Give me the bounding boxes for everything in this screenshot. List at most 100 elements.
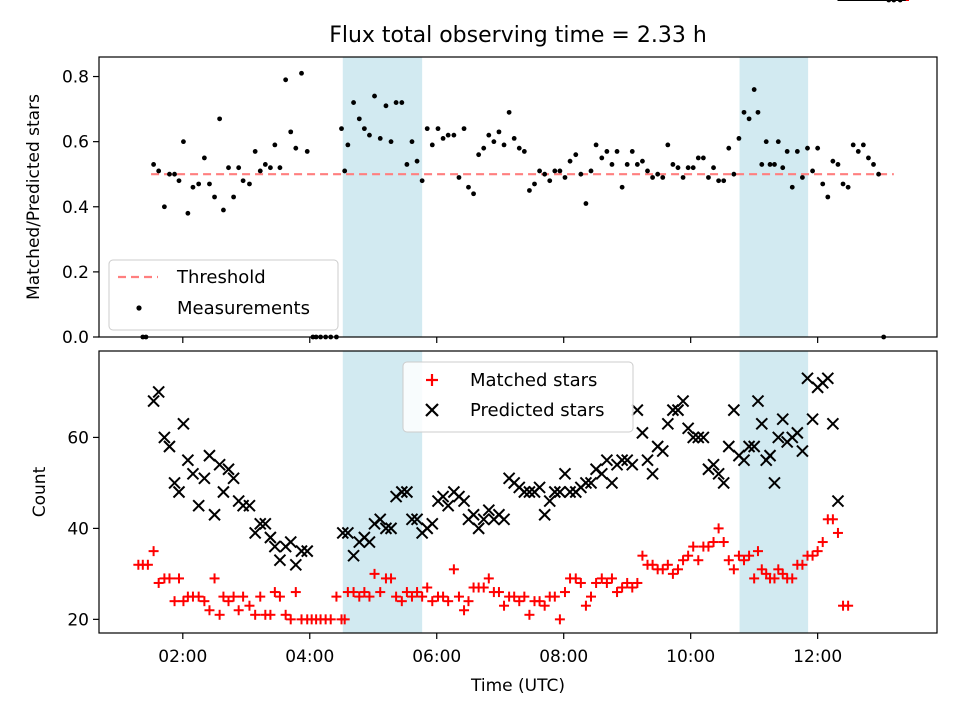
data-point	[769, 573, 780, 584]
data-point	[176, 178, 182, 184]
data-point	[339, 126, 344, 132]
data-point	[293, 145, 299, 151]
data-point	[383, 103, 389, 109]
data-point	[250, 609, 261, 620]
ratio-legend-box	[108, 259, 339, 331]
data-point	[665, 142, 671, 148]
data-point	[617, 582, 628, 593]
data-point	[521, 149, 527, 154]
data-point	[269, 587, 280, 598]
data-point	[268, 540, 282, 553]
data-point	[640, 158, 645, 164]
data-point	[486, 132, 492, 138]
data-point	[342, 168, 348, 174]
data-point	[553, 485, 567, 499]
data-point	[772, 431, 785, 444]
data-point	[214, 609, 225, 620]
data-point	[713, 523, 724, 534]
data-point	[777, 568, 788, 579]
data-point	[637, 550, 648, 561]
data-point	[801, 372, 814, 385]
data-point	[226, 165, 231, 171]
data-point	[348, 587, 359, 598]
data-point	[676, 394, 690, 408]
data-point	[787, 573, 798, 584]
data-point	[532, 181, 537, 187]
data-point	[499, 600, 510, 611]
data-point	[208, 508, 221, 521]
data-point	[631, 403, 644, 417]
data-point	[405, 513, 419, 526]
data-point	[772, 162, 777, 167]
data-point	[573, 152, 579, 158]
data-point	[399, 100, 405, 105]
data-point	[441, 499, 455, 512]
data-point	[240, 178, 246, 184]
data-point	[678, 555, 689, 566]
data-point	[254, 517, 267, 531]
data-point	[534, 596, 545, 607]
data-point	[519, 591, 530, 602]
data-point	[831, 494, 845, 508]
ratio-y-axis: 0.0 0.2 0.4 0.6 0.8	[62, 68, 819, 348]
data-point	[805, 145, 810, 151]
data-point	[341, 526, 355, 540]
data-point	[538, 508, 551, 521]
data-point	[255, 591, 266, 602]
data-point	[203, 449, 216, 462]
data-point	[595, 467, 609, 481]
data-point	[467, 508, 480, 521]
data-point	[284, 535, 297, 549]
data-point	[609, 162, 615, 167]
data-point	[527, 188, 532, 193]
data-point	[158, 431, 171, 444]
threshold-legend-label: Threshold	[176, 267, 266, 288]
data-point	[201, 155, 207, 161]
matched-legend-label: Matched stars	[470, 370, 597, 391]
highlight-band	[342, 57, 423, 337]
data-point	[622, 577, 633, 588]
data-point	[570, 573, 581, 584]
data-point	[596, 573, 607, 584]
data-point	[379, 522, 393, 535]
y-tick-label: 0.8	[62, 68, 89, 88]
data-point	[301, 544, 314, 558]
data-point	[706, 175, 711, 180]
data-point	[737, 453, 751, 467]
data-point	[539, 600, 550, 611]
data-point	[359, 587, 370, 598]
ratio-panel: 0.00.20.40.60.8 Matched/Predicted stars …	[24, 0, 938, 348]
data-point	[391, 591, 402, 602]
data-point	[518, 485, 531, 499]
data-point	[601, 577, 612, 588]
data-point	[181, 139, 186, 145]
ratio-legend: Threshold Measurements	[108, 259, 339, 331]
data-point	[386, 573, 397, 584]
y-tick-label: 20	[67, 610, 89, 630]
data-point	[843, 600, 854, 611]
data-point	[559, 587, 570, 598]
data-point	[866, 155, 871, 161]
data-point	[185, 210, 191, 216]
data-point	[832, 527, 843, 538]
data-point	[410, 513, 424, 526]
data-point	[364, 591, 375, 602]
data-point	[800, 175, 805, 180]
data-point	[277, 165, 283, 171]
count-marks	[133, 0, 909, 625]
data-point	[675, 165, 681, 171]
data-point	[384, 522, 398, 535]
data-point	[414, 158, 420, 164]
data-point	[396, 596, 407, 607]
data-point	[295, 544, 308, 558]
data-point	[506, 109, 512, 115]
data-point	[516, 145, 522, 151]
y-tick-label: 40	[67, 519, 89, 539]
data-point	[588, 168, 594, 174]
data-point	[509, 591, 520, 602]
data-point	[871, 162, 876, 167]
data-point	[580, 600, 591, 611]
data-point	[354, 591, 365, 602]
data-point	[768, 476, 781, 490]
data-point	[661, 417, 675, 430]
